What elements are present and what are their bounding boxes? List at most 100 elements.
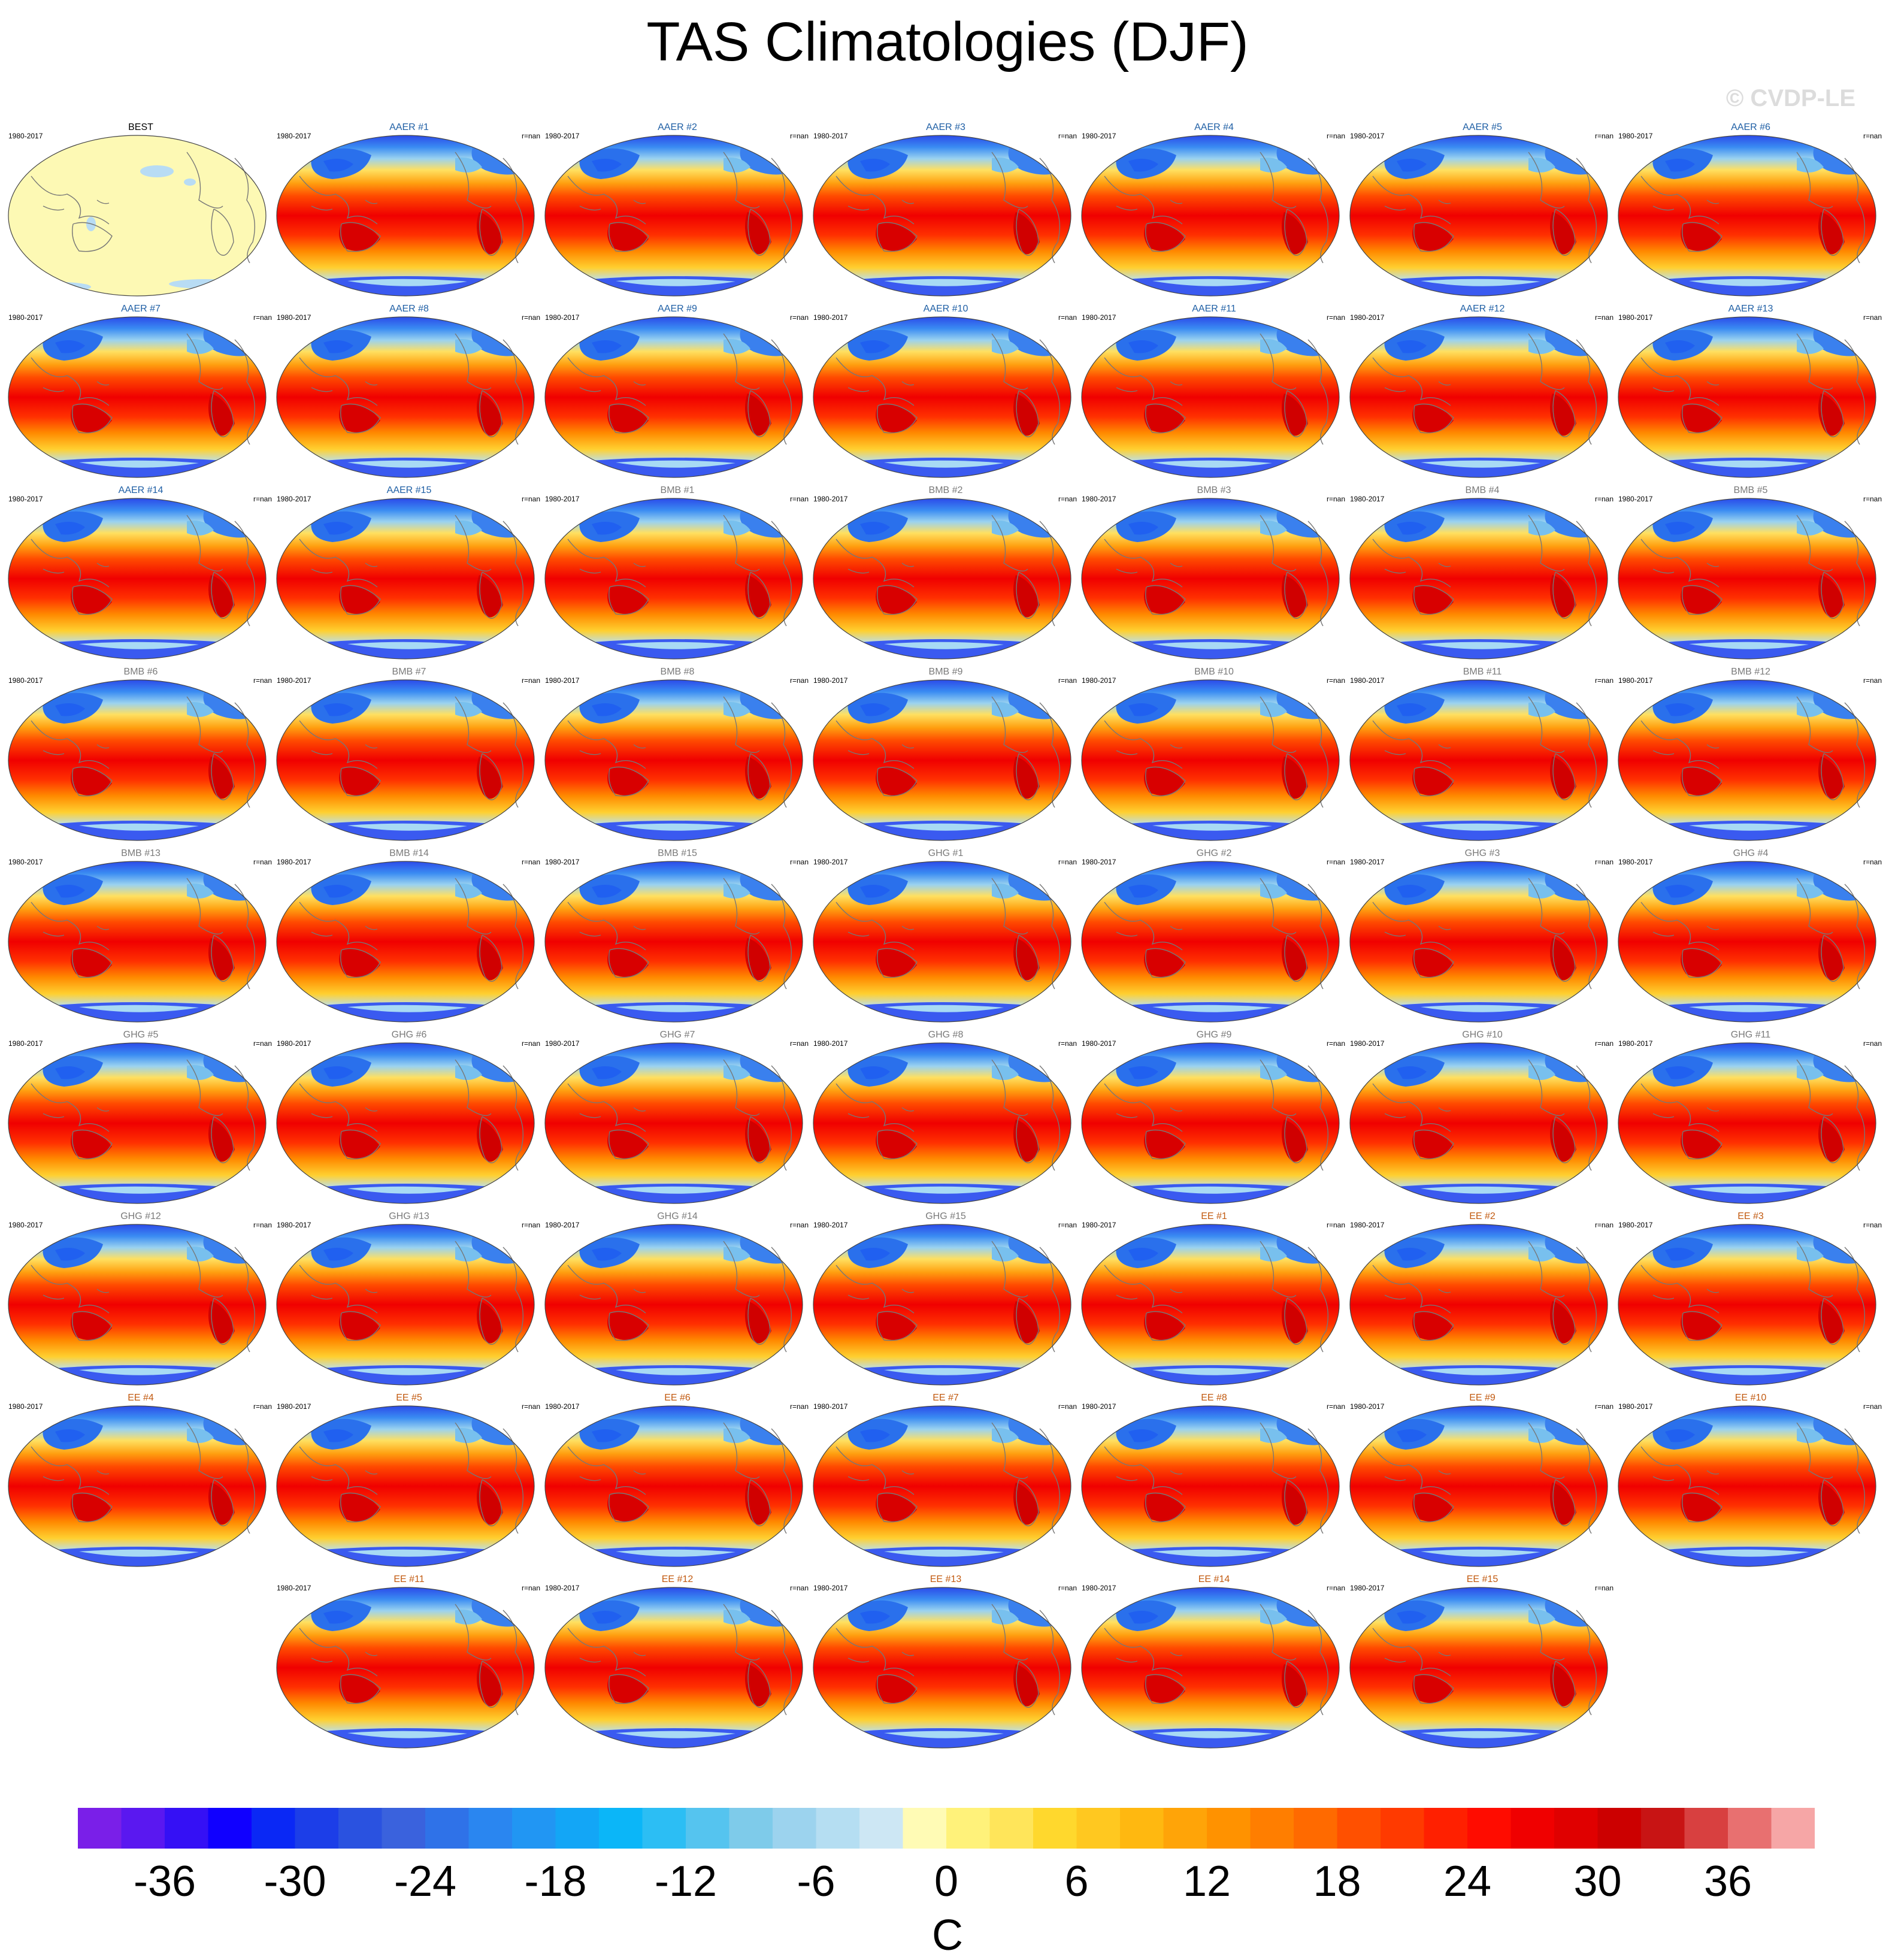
coastlines	[567, 1059, 792, 1171]
map-panel: 1980-2017 AAER #1 r=nan	[276, 122, 543, 302]
north-america-cold-edge	[724, 884, 750, 899]
colorbar-swatch	[1381, 1808, 1425, 1849]
map-border	[1618, 135, 1876, 297]
panel-title: AAER #10	[923, 304, 968, 314]
panel-correlation: r=nan	[1326, 1402, 1345, 1411]
colorbar-swatch	[989, 1808, 1034, 1849]
australia-warm-region	[1681, 1130, 1722, 1159]
siberia-core	[592, 1429, 622, 1442]
map-border	[276, 1587, 535, 1749]
map	[544, 316, 803, 478]
north-america-cold-edge	[1528, 1428, 1555, 1443]
panel-period: 1980-2017	[1618, 1039, 1653, 1048]
north-america-cold-edge	[724, 1428, 750, 1443]
antarctic-sea-ice	[1152, 460, 1272, 468]
map	[1618, 316, 1876, 478]
map-panel: 1980-2017 BMB #5 r=nan	[1617, 485, 1884, 665]
colorbar-swatch	[773, 1808, 817, 1849]
colorbar-swatch	[512, 1808, 556, 1849]
map-panel: 1980-2017 BMB #10 r=nan	[1080, 667, 1348, 846]
north-america-cold-edge	[455, 158, 482, 173]
antarctic-sea-ice	[1689, 460, 1809, 468]
panel-title: EE #11	[393, 1574, 425, 1584]
antarctic-sea-ice	[347, 1549, 467, 1557]
siberia-core	[1397, 1248, 1427, 1261]
map-panel: 1980-2017 EE #6 r=nan	[544, 1393, 811, 1572]
panel-period: 1980-2017	[277, 1402, 311, 1411]
map	[1081, 1405, 1340, 1567]
siberia-core	[323, 1066, 353, 1079]
panel-period: 1980-2017	[1350, 858, 1385, 866]
coastlines	[1640, 1059, 1866, 1171]
map-panel: 1980-2017 EE #7 r=nan	[812, 1393, 1079, 1572]
colorbar-tick-label: -18	[524, 1858, 587, 1905]
map-border	[813, 316, 1071, 478]
map-panel: 1980-2017 BMB #11 r=nan	[1349, 667, 1616, 846]
panel-correlation: r=nan	[521, 495, 540, 503]
map	[544, 1042, 803, 1204]
coastlines	[1640, 696, 1866, 808]
colorbar-swatch	[468, 1808, 513, 1849]
north-america-cold-edge	[1260, 1247, 1287, 1262]
panel-period: 1980-2017	[1082, 676, 1116, 685]
siberia-core	[1128, 1066, 1158, 1079]
siberia-core	[1665, 1248, 1695, 1261]
north-america-cold-edge	[1797, 521, 1824, 536]
panel-title: EE #3	[1737, 1211, 1764, 1221]
panel-correlation: r=nan	[1594, 313, 1614, 322]
antarctic-sea-ice	[347, 1186, 467, 1194]
south-america-warm-region	[1282, 1301, 1308, 1344]
map-border	[276, 861, 535, 1023]
australia-warm-region	[1412, 1130, 1454, 1159]
map-border	[8, 135, 267, 297]
panel-period: 1980-2017	[1082, 1402, 1116, 1411]
panel-correlation: r=nan	[1594, 1039, 1614, 1048]
north-america-cold-edge	[455, 1428, 482, 1443]
north-america-cold-edge	[1797, 158, 1824, 173]
map	[1349, 135, 1608, 297]
colorbar-tick-label: 18	[1313, 1858, 1361, 1905]
north-america-cold-edge	[724, 158, 750, 173]
map-panel: 1980-2017 BMB #15 r=nan	[544, 848, 811, 1028]
panel-period: 1980-2017	[813, 132, 848, 140]
panel-title: EE #10	[1734, 1393, 1767, 1403]
antarctic-sea-ice	[347, 1368, 467, 1375]
antarctic-sea-ice	[1689, 642, 1809, 649]
north-america-cold-edge	[1797, 1247, 1824, 1262]
south-america-warm-region	[1282, 757, 1308, 799]
siberia-core	[1397, 522, 1427, 535]
south-america-warm-region	[1013, 1664, 1040, 1707]
map-border	[1349, 1405, 1608, 1567]
coastlines	[299, 333, 524, 445]
panel-correlation: r=nan	[1594, 495, 1614, 503]
coastlines	[31, 1059, 256, 1171]
siberia-core	[55, 340, 85, 353]
map-border	[1349, 1224, 1608, 1386]
australia-warm-region	[607, 222, 649, 251]
antarctic-sea-ice	[1689, 1005, 1809, 1012]
map	[813, 135, 1071, 297]
colorbar-swatch	[1467, 1808, 1512, 1849]
colorbar-tick-label: 36	[1703, 1858, 1752, 1905]
map-border	[1618, 1224, 1876, 1386]
south-america-warm-region	[745, 1483, 771, 1525]
panel-title: AAER #4	[1194, 122, 1234, 132]
map-border	[813, 1224, 1071, 1386]
south-america-warm-region	[1818, 1301, 1845, 1344]
map	[1349, 1042, 1608, 1204]
north-america-cold-edge	[992, 884, 1019, 899]
missing-data-patch	[140, 165, 174, 177]
siberia-core	[1397, 885, 1427, 898]
coastlines	[1372, 1604, 1597, 1716]
watermark: © CVDP-LE	[1726, 85, 1855, 111]
panel-title: GHG #11	[1730, 1030, 1771, 1040]
panel-period: 1980-2017	[277, 313, 311, 322]
antarctic-sea-ice	[1421, 1186, 1540, 1194]
colorbar-swatch	[1163, 1808, 1207, 1849]
panel-period: 1980-2017	[277, 495, 311, 503]
australia-warm-region	[1681, 404, 1722, 432]
south-america-warm-region	[1550, 938, 1576, 981]
australia-warm-region	[1681, 585, 1722, 614]
antarctic-sea-ice	[347, 1731, 467, 1738]
coastlines	[836, 878, 1061, 990]
